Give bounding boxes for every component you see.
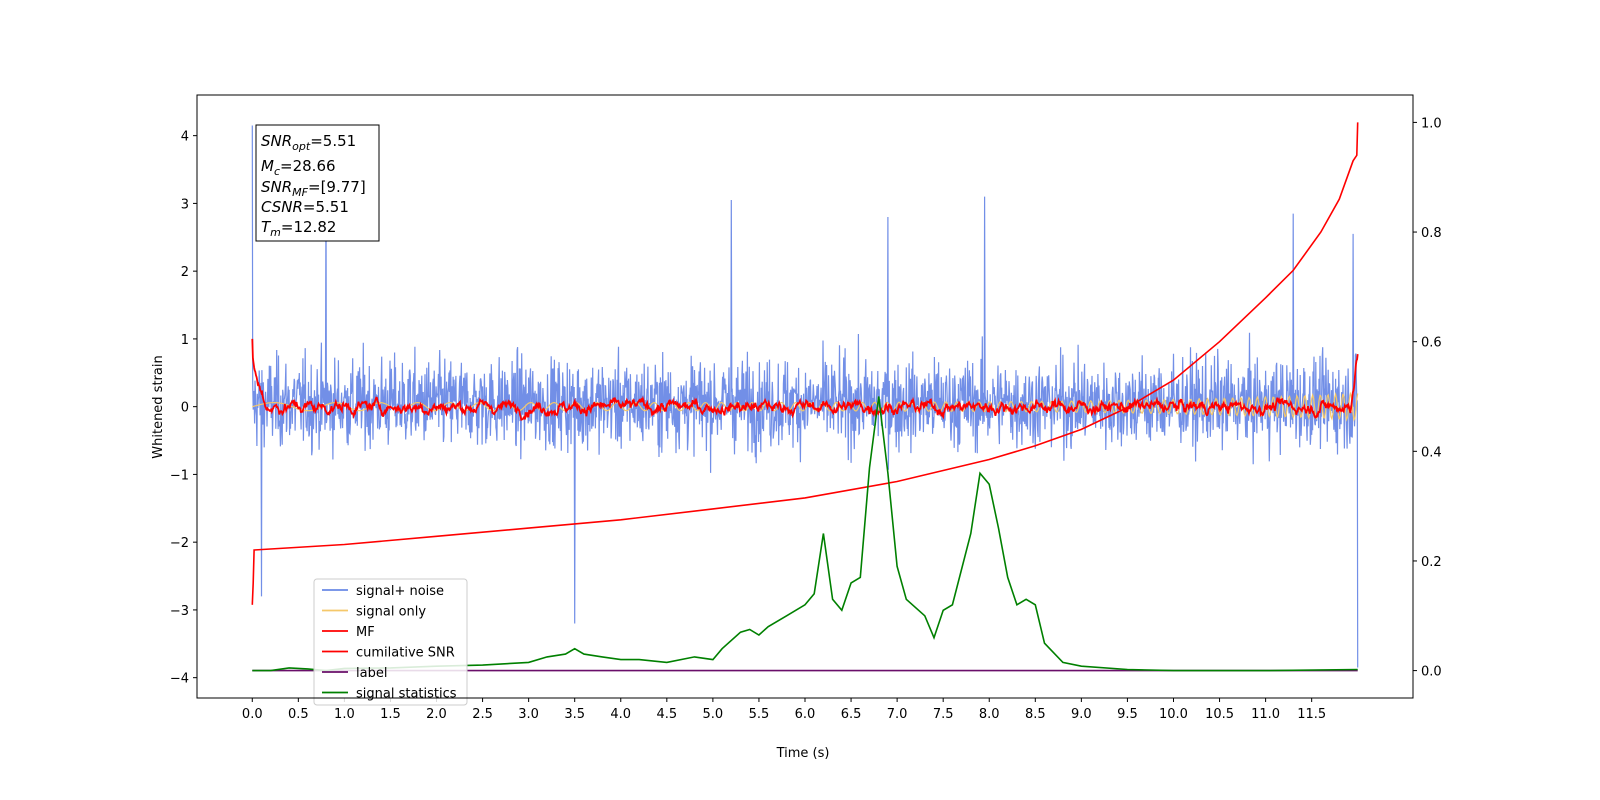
x-tick-label: 5.5	[749, 707, 770, 722]
x-tick-label: 3.0	[518, 707, 539, 722]
right-y-axis-ticks: 1.0 0.8 0.6 0.4 0.2 0.0	[1413, 116, 1442, 680]
x-tick-label: 1.0	[334, 707, 355, 722]
x-tick-label: 8.5	[1025, 707, 1046, 722]
left-y-tick-label: 0	[181, 401, 189, 416]
x-tick-label: 7.0	[887, 707, 908, 722]
x-tick-label: 8.0	[979, 707, 1000, 722]
legend-frame	[313, 578, 468, 706]
legend-entry-label: cumilative SNR	[356, 646, 455, 661]
x-tick-label: 2.0	[426, 707, 447, 722]
series-signal-statistics-line	[252, 396, 1358, 672]
right-y-tick-label: 0.6	[1421, 336, 1442, 351]
series-cumulative-snr-line	[251, 122, 1359, 605]
x-tick-label: 4.0	[610, 707, 631, 722]
legend: signal+ noise signal only MF cumilative SNR…	[313, 578, 468, 706]
left-y-tick-label: −2	[170, 536, 189, 551]
series-mf-line	[251, 338, 1359, 422]
legend-entry-label: MF	[356, 625, 375, 640]
x-axis-ticks: 0.0 0.5 1.0 1.5 2.0 2.5 3.0 3.5 4.0 4.5 5.0 5.5 6.0 6…	[242, 698, 1326, 722]
right-y-tick-label: 0.0	[1421, 665, 1442, 680]
left-y-axis-label: Whitened strain	[151, 355, 166, 458]
annotation-mc: Mc=28.66	[261, 157, 336, 178]
left-y-tick-label: −1	[170, 468, 189, 483]
x-tick-label: 4.5	[656, 707, 677, 722]
left-y-axis-ticks: 4 3 2 1 0 −1 −2 −3 −4	[170, 130, 197, 687]
left-y-tick-label: 4	[181, 130, 189, 145]
right-y-tick-label: 0.8	[1421, 226, 1442, 241]
annotation-snr-mf: SNRMF=[9.77]	[261, 178, 366, 199]
x-tick-label: 9.0	[1071, 707, 1092, 722]
right-y-tick-label: 0.4	[1421, 445, 1442, 460]
right-y-tick-label: 0.2	[1421, 555, 1442, 570]
x-tick-label: 3.5	[564, 707, 585, 722]
x-tick-label: 6.0	[795, 707, 816, 722]
x-tick-label: 2.5	[472, 707, 493, 722]
annotation-csnr: CSNR=5.51	[261, 198, 349, 216]
x-tick-label: 10.5	[1205, 707, 1234, 722]
x-tick-label: 5.0	[703, 707, 724, 722]
x-tick-label: 0.0	[242, 707, 263, 722]
x-tick-label: 9.5	[1117, 707, 1138, 722]
x-tick-label: 7.5	[933, 707, 954, 722]
legend-entry-label: signal+ noise	[356, 584, 444, 599]
x-tick-label: 10.0	[1159, 707, 1188, 722]
annotation-tm: Tm=12.82	[261, 218, 336, 239]
annotation-snr-opt: SNRopt=5.51	[261, 132, 356, 153]
series-signal-noise-line	[251, 125, 1359, 668]
legend-entry-label: signal statistics	[356, 687, 457, 702]
x-axis-label: Time (s)	[776, 746, 830, 761]
left-y-tick-label: 3	[181, 197, 189, 212]
annotation-frame	[255, 124, 380, 242]
axes-frame	[196, 94, 1414, 699]
left-y-tick-label: 2	[181, 265, 189, 280]
right-y-tick-label: 1.0	[1421, 116, 1442, 131]
legend-entry-label: label	[356, 666, 387, 681]
x-tick-label: 6.5	[841, 707, 862, 722]
x-tick-label: 11.5	[1297, 707, 1326, 722]
left-y-tick-label: −4	[170, 672, 189, 687]
legend-entry-label: signal only	[356, 605, 426, 620]
x-tick-label: 0.5	[288, 707, 309, 722]
left-y-tick-label: 1	[181, 333, 189, 348]
left-y-tick-label: −3	[170, 604, 189, 619]
stats-annotation-box: SNRopt=5.51 Mc=28.66 SNRMF=[9.77] CSNR=5…	[255, 124, 380, 242]
x-tick-label: 11.0	[1251, 707, 1280, 722]
x-tick-label: 1.5	[380, 707, 401, 722]
